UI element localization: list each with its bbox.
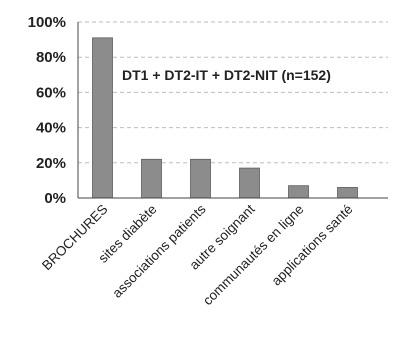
x-category-label: associations patients (109, 201, 208, 300)
y-tick-label: 40% (36, 120, 66, 137)
bar (239, 167, 260, 199)
bar (288, 185, 309, 199)
y-tick-labels: 0% 20% 40% 60% 80% 100% (28, 14, 66, 207)
chart-annotation: DT1 + DT2-IT + DT2-NIT (n=152) (122, 67, 331, 83)
gridlines (78, 21, 388, 164)
y-tick-label: 60% (36, 84, 66, 101)
x-category-label: BROCHURES (39, 202, 111, 274)
y-tick-label: 0% (44, 190, 66, 207)
axes (77, 22, 388, 199)
y-tick-label: 100% (28, 14, 66, 31)
bars (92, 37, 358, 199)
bar (190, 158, 211, 199)
bar (92, 37, 113, 199)
y-tick-label: 80% (36, 49, 66, 66)
y-tick-label: 20% (36, 155, 66, 172)
bar (337, 187, 358, 199)
bar (141, 158, 162, 199)
